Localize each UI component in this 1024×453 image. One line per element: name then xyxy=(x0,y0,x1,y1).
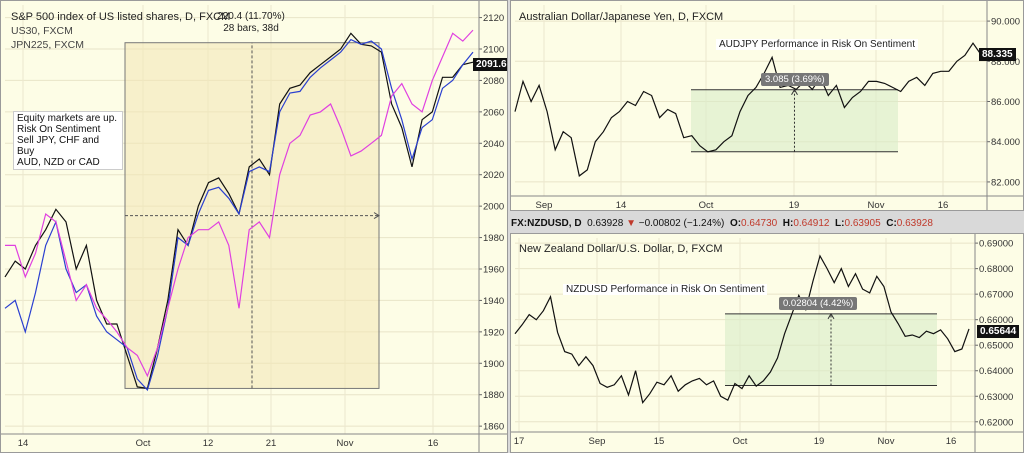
x-tick-label: 15 xyxy=(654,436,665,447)
y-tick-label: 1860 xyxy=(483,422,504,433)
y-tick-label: 2120 xyxy=(483,13,504,24)
spx-chart-title: S&P 500 index of US listed shares, D, FX… xyxy=(11,11,231,23)
spx-sentiment-note: Equity markets are up. Risk On Sentiment… xyxy=(13,111,123,170)
y-tick-label: 86.000 xyxy=(991,97,1020,108)
spx-legend-jpn225: JPN225, FXCM xyxy=(11,39,84,51)
spx-chart-panel[interactable]: 1860 1880 1900 1920 1940 1960 1980 2000 2020 2040… xyxy=(0,0,508,453)
audjpy-chart-title: Australian Dollar/Japanese Yen, D, FXCM xyxy=(519,11,724,23)
y-tick-label: 88.000 xyxy=(991,57,1020,68)
x-tick-label: 21 xyxy=(266,438,277,449)
ticker-high: 0.64912 xyxy=(793,218,830,229)
audjpy-chart-panel[interactable]: 82.000 84.000 86.000 88.000 90.000 Sep 14 Oct 19… xyxy=(510,0,1024,211)
y-tick-label: 0.68000 xyxy=(979,264,1013,275)
note-line-5: AUD, NZD or CAD xyxy=(17,157,100,168)
x-tick-label: 19 xyxy=(789,200,800,211)
audjpy-measure-label: 3.085 (3.69%) xyxy=(761,73,829,86)
nzdusd-last-price-badge: 0.65644 xyxy=(977,325,1020,338)
note-line-1: Equity markets are up. xyxy=(17,113,118,124)
spx-measure-change: 220.4 (11.70%) xyxy=(217,11,285,22)
ticker-low: 0.63905 xyxy=(844,218,881,229)
x-tick-label: Nov xyxy=(868,200,885,211)
y-tick-label: 90.000 xyxy=(991,17,1020,28)
series-line-audjpy xyxy=(514,42,982,177)
ticker-high-label: H: xyxy=(782,218,794,229)
y-tick-label: 1900 xyxy=(483,359,504,370)
x-tick-label: 16 xyxy=(428,438,439,449)
x-tick-label: 14 xyxy=(616,200,627,211)
nzdusd-annotation: NZDUSD Performance in Risk On Sentiment xyxy=(563,284,768,295)
spx-measure-label: 220.4 (11.70%) 28 bars, 38d xyxy=(211,11,291,35)
note-line-3: Sell JPY, CHF and xyxy=(17,135,100,146)
y-tick-label: 0.69000 xyxy=(979,239,1013,250)
y-tick-label: 0.64000 xyxy=(979,366,1013,377)
x-tick-label: 17 xyxy=(514,436,525,447)
spx-measure-bars: 28 bars, 38d xyxy=(223,23,279,34)
x-tick-label: 19 xyxy=(814,436,825,447)
y-tick-label: 84.000 xyxy=(991,137,1020,148)
y-tick-label: 1980 xyxy=(483,233,504,244)
ticker-price: 0.63928 xyxy=(587,218,624,229)
y-tick-label: 82.000 xyxy=(991,177,1020,188)
measure-arrow xyxy=(791,88,798,96)
x-tick-label: Nov xyxy=(878,436,895,447)
x-tick-label: 16 xyxy=(938,200,949,211)
ticker-symbol: FX:NZDUSD, D xyxy=(511,218,582,229)
measure-arrow xyxy=(827,312,835,320)
y-tick-label: 0.62000 xyxy=(979,417,1013,428)
y-tick-label: 2040 xyxy=(483,139,504,150)
series-line-nzdusd xyxy=(514,254,970,404)
y-tick-label: 1940 xyxy=(483,296,504,307)
spx-last-price-badge: 2091.6 xyxy=(473,58,507,71)
audjpy-chart-svg[interactable]: 82.000 84.000 86.000 88.000 90.000 Sep 14 Oct 19… xyxy=(511,1,1024,211)
measure-region xyxy=(691,89,898,152)
nzdusd-chart-title: New Zealand Dollar/U.S. Dollar, D, FXCM xyxy=(519,243,723,255)
y-tick-label: 1960 xyxy=(483,265,504,276)
y-tick-label: 0.67000 xyxy=(979,290,1013,301)
spx-chart-svg[interactable]: 1860 1880 1900 1920 1940 1960 1980 2000 2020 2040… xyxy=(1,1,508,453)
ticker-close: 0.63928 xyxy=(896,218,933,229)
note-line-4: Buy xyxy=(17,146,35,157)
x-tick-label: Oct xyxy=(699,200,714,211)
y-tick-label: 1880 xyxy=(483,390,504,401)
ticker-open-label: O: xyxy=(729,218,742,229)
y-tick-label: 2060 xyxy=(483,107,504,118)
nzdusd-chart-svg[interactable]: 0.62000 0.63000 0.64000 0.65000 0.66000 0.670… xyxy=(511,234,1024,453)
measure-region xyxy=(725,313,937,386)
x-tick-label: Oct xyxy=(733,436,748,447)
ticker-close-label: C: xyxy=(886,218,897,229)
ticker-down-arrow-icon: ▼ xyxy=(626,218,636,229)
x-tick-label: Nov xyxy=(337,438,354,449)
series-line-jpn225-fxcm xyxy=(5,29,474,378)
y-tick-label: 1920 xyxy=(483,327,504,338)
ticker-change: −0.00802 (−1.24%) xyxy=(638,218,725,229)
x-tick-label: Sep xyxy=(589,436,606,447)
y-tick-label: 2100 xyxy=(483,45,504,56)
nzdusd-ticker-strip: FX:NZDUSD, D 0.63928 ▼ −0.00802 (−1.24%)… xyxy=(511,218,933,229)
audjpy-annotation: AUDJPY Performance in Risk On Sentiment xyxy=(716,39,919,50)
note-line-2: Risk On Sentiment xyxy=(17,124,101,135)
y-tick-label: 2080 xyxy=(483,76,504,87)
measure-arrow xyxy=(373,212,380,219)
x-tick-label: Sep xyxy=(536,200,553,211)
y-tick-label: 2020 xyxy=(483,170,504,181)
y-tick-label: 0.66000 xyxy=(979,315,1013,326)
x-tick-label: 14 xyxy=(18,438,29,449)
y-tick-label: 0.65000 xyxy=(979,341,1013,352)
nzdusd-chart-panel[interactable]: 0.62000 0.63000 0.64000 0.65000 0.66000 0.670… xyxy=(510,233,1024,453)
x-tick-label: Oct xyxy=(136,438,151,449)
x-tick-label: 12 xyxy=(203,438,214,449)
x-tick-label: 16 xyxy=(946,436,957,447)
audjpy-last-price-badge: 88.335 xyxy=(979,48,1016,61)
spx-legend-us30: US30, FXCM xyxy=(11,25,73,37)
y-tick-label: 2000 xyxy=(483,202,504,213)
nzdusd-measure-label: 0.02804 (4.42%) xyxy=(779,297,858,310)
ticker-low-label: L: xyxy=(835,218,845,229)
y-tick-label: 0.63000 xyxy=(979,392,1013,403)
ticker-open: 0.64730 xyxy=(741,218,778,229)
series-line-us30-fxcm xyxy=(4,38,474,392)
